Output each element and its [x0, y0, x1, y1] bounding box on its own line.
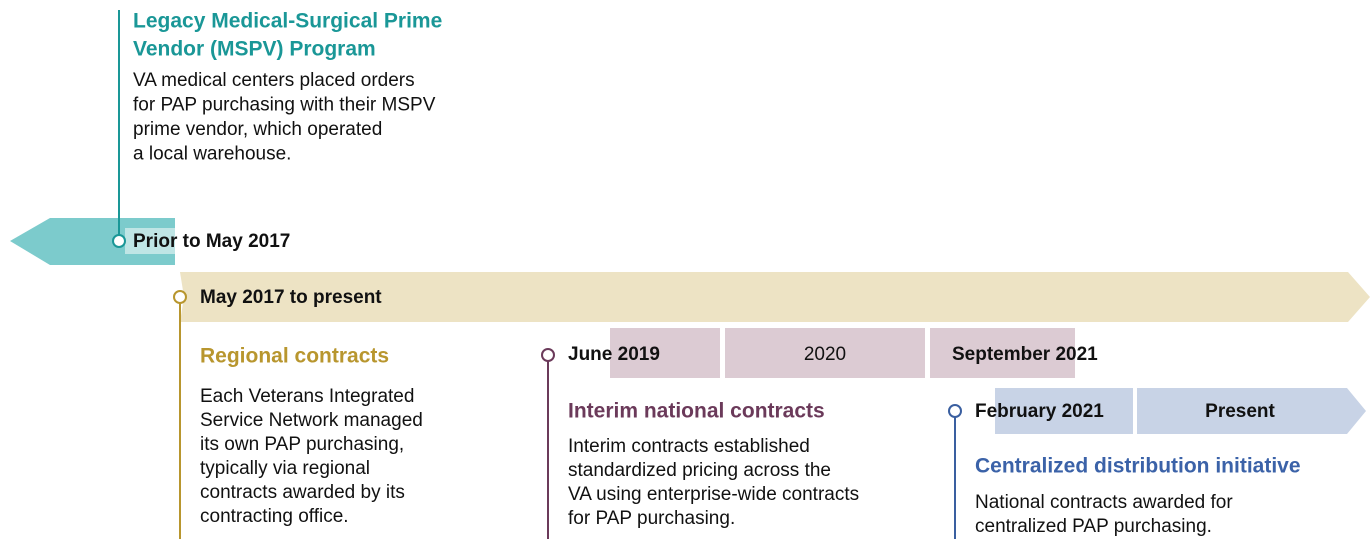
legacy-title: Legacy Medical-Surgical Prime [133, 10, 442, 33]
interim-box [930, 328, 1075, 378]
regional-description: its own PAP purchasing, [200, 434, 404, 455]
regional-description: contracts awarded by its [200, 482, 405, 503]
regional-description: Each Veterans Integrated [200, 386, 414, 407]
legacy-date: Prior to May 2017 [133, 231, 290, 252]
current-band [180, 272, 1370, 322]
centralized-title: Centralized distribution initiative [975, 455, 1301, 478]
centralized-marker [948, 404, 962, 418]
centralized-description: centralized PAP purchasing. [975, 516, 1212, 537]
interim-box [610, 328, 720, 378]
legacy-description: prime vendor, which operated [133, 119, 382, 140]
interim-description: standardized pricing across the [568, 460, 831, 481]
legacy-description: a local warehouse. [133, 144, 291, 165]
legacy-band-highlight [125, 228, 175, 254]
interim-marker [541, 348, 555, 362]
centralized-description: National contracts awarded for [975, 492, 1233, 513]
interim-box [725, 328, 925, 378]
interim-title: Interim national contracts [568, 400, 825, 423]
regional-description: contracting office. [200, 506, 349, 527]
centralized-box [995, 388, 1133, 434]
legacy-title: Vendor (MSPV) Program [133, 38, 376, 61]
interim-date: June 2019 [568, 344, 660, 365]
current-marker [173, 290, 187, 304]
centralized-box [1137, 388, 1366, 434]
centralized-date: February 2021 [975, 401, 1104, 422]
interim-description: VA using enterprise-wide contracts [568, 484, 859, 505]
current-date: May 2017 to present [200, 287, 382, 308]
regional-description: typically via regional [200, 458, 370, 479]
legacy-description: for PAP purchasing with their MSPV [133, 95, 436, 116]
regional-description: Service Network managed [200, 410, 423, 431]
centralized-date: Present [1205, 401, 1275, 422]
legacy-description: VA medical centers placed orders [133, 70, 415, 91]
legacy-marker [112, 234, 126, 248]
regional-title: Regional contracts [200, 345, 389, 368]
interim-date: 2020 [804, 344, 846, 365]
interim-description: Interim contracts established [568, 436, 810, 457]
interim-description: for PAP purchasing. [568, 508, 735, 529]
interim-date: September 2021 [952, 344, 1098, 365]
